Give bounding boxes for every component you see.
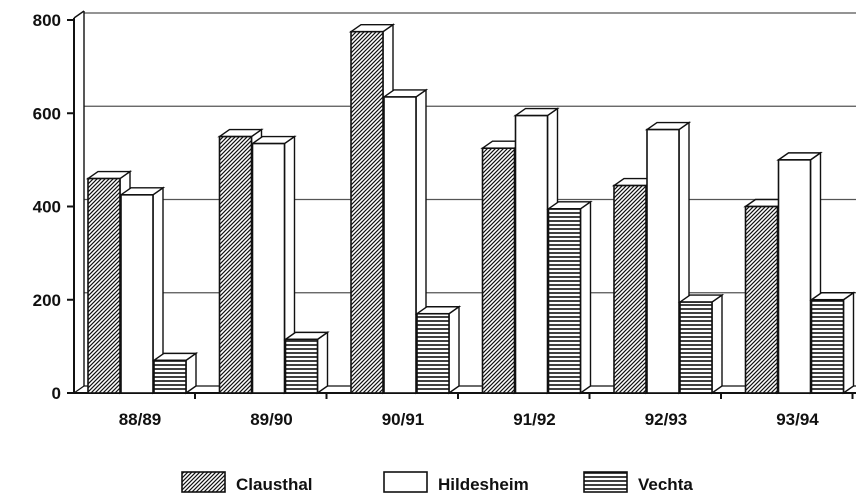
bar [809,291,856,395]
bar [677,293,725,395]
x-tick-label: 92/93 [645,410,688,429]
bar-front [679,301,713,394]
legend-label: Clausthal [236,475,313,494]
floor-corner-edge [73,385,85,394]
bar-front [251,142,286,394]
tick-labels: 0 200 400 600 800 88/89 89/90 90/91 91/92 92/93 93… [33,11,820,429]
bar-front [284,338,319,394]
bar-front [646,128,680,394]
grid [84,12,856,294]
bar-front [416,312,450,394]
bar-front [218,135,253,394]
bar-front [153,359,187,394]
bar [250,135,297,395]
bar [348,23,396,395]
legend-swatch [181,471,226,493]
bar [283,331,330,395]
legend-label: Hildesheim [438,475,529,494]
y-tick-label: 0 [52,384,61,403]
bar [546,200,593,395]
x-tick-label: 91/92 [513,410,556,429]
bar-side [579,200,592,395]
y-tick-label: 200 [33,291,61,310]
bar [151,352,199,395]
bar-front [613,184,647,394]
x-tick-label: 93/94 [776,410,819,429]
axes [67,10,856,399]
legend-label: Vechta [638,475,693,494]
y-tick-label: 600 [33,104,61,123]
bar-side [842,291,855,395]
y-tick-label: 800 [33,11,61,30]
x-tick-label: 89/90 [250,410,293,429]
bar-front [810,298,845,394]
bar-front [547,208,582,394]
bar-front [383,96,417,394]
legend-item: Hildesheim [383,471,529,494]
bar-front [120,194,154,394]
bar [118,186,166,395]
bar-front [744,205,779,394]
bar-front [87,177,121,394]
y-tick-label: 400 [33,198,61,217]
legend-swatch [583,471,628,493]
bar-front [481,147,516,394]
bar [414,305,462,395]
wall-top-edge [73,10,85,19]
bar-side [448,305,460,395]
bar-front [514,114,549,394]
bars [85,23,856,395]
x-tick-label: 90/91 [382,410,425,429]
bar [644,121,692,395]
legend-item: Vechta [583,471,693,494]
x-tick-label: 88/89 [119,410,162,429]
legend: Clausthal Hildesheim Vechta [181,471,693,494]
bar-side [711,293,723,395]
bar-front [350,30,384,394]
legend-swatch [383,471,428,493]
bar-side [316,331,329,395]
legend-item: Clausthal [181,471,313,494]
bar-front [777,159,812,394]
